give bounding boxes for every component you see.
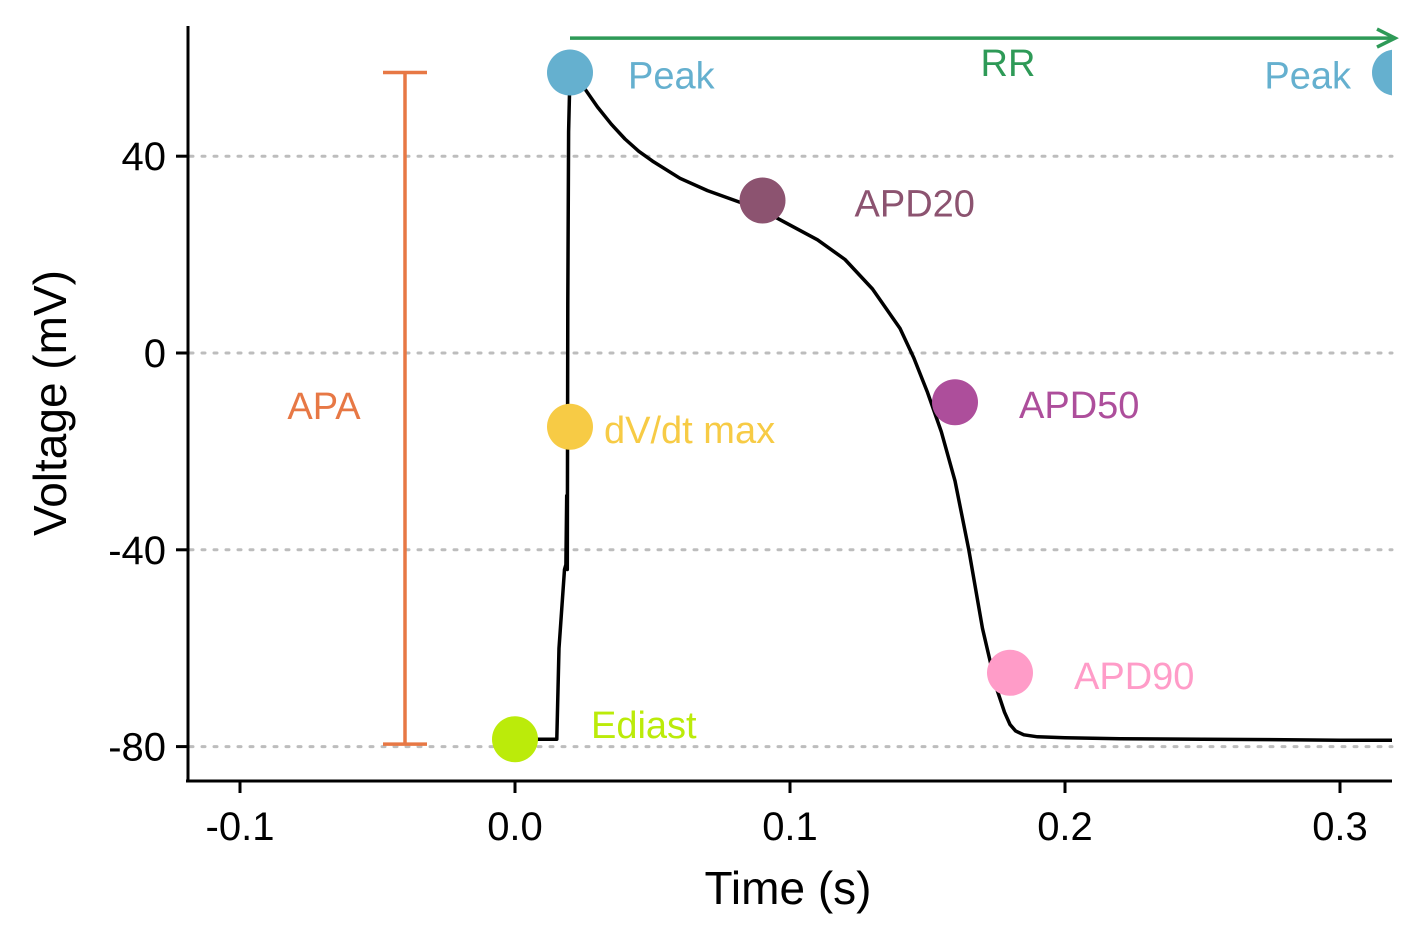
y-axis-ticks: -80 -40 0 40	[108, 135, 188, 770]
x-tick-label: 0.2	[1037, 805, 1093, 849]
y-axis-title: Voltage (mV)	[24, 270, 76, 536]
x-tick-label: 0.1	[762, 805, 818, 849]
x-tick-label: 0.0	[487, 805, 543, 849]
marker-label: Ediast	[591, 705, 697, 747]
x-tick-label: 0.3	[1312, 805, 1368, 849]
x-axis-ticks: -0.1 0.0 0.1 0.2 0.3	[206, 781, 1368, 849]
marker-apd90	[987, 649, 1033, 696]
marker-label: dV/dt max	[604, 410, 775, 452]
marker-label: Peak	[1264, 56, 1352, 98]
rr-arrow-head	[1376, 27, 1399, 49]
x-tick-label: -0.1	[206, 805, 275, 849]
marker-label: Peak	[628, 56, 716, 98]
axes	[186, 26, 1392, 783]
x-axis-title: Time (s)	[705, 862, 872, 914]
rr-label: RR	[981, 43, 1036, 85]
apa-label: APA	[287, 386, 361, 428]
marker-label: APD20	[855, 183, 975, 225]
marker-label: APD90	[1074, 656, 1194, 698]
marker-apd20	[739, 177, 786, 224]
apa-bracket: APA	[287, 70, 427, 746]
y-tick-label: -80	[108, 726, 166, 770]
y-tick-label: -40	[108, 529, 166, 573]
marker-label: APD50	[1019, 385, 1139, 427]
marker-apd50	[932, 379, 978, 426]
marker-dv-dt-max	[547, 403, 593, 450]
y-tick-label: 0	[144, 332, 166, 376]
marker-peak	[1372, 49, 1392, 96]
marker-peak	[547, 49, 593, 96]
marker-ediast	[492, 716, 538, 763]
event-markers	[492, 49, 1392, 763]
event-marker-labels: Ediast dV/dt max Peak APD20 APD50 APD90 Peak	[591, 56, 1352, 748]
gridlines	[188, 154, 1394, 749]
y-tick-label: 40	[122, 135, 167, 179]
rr-arrow: RR	[570, 27, 1399, 85]
